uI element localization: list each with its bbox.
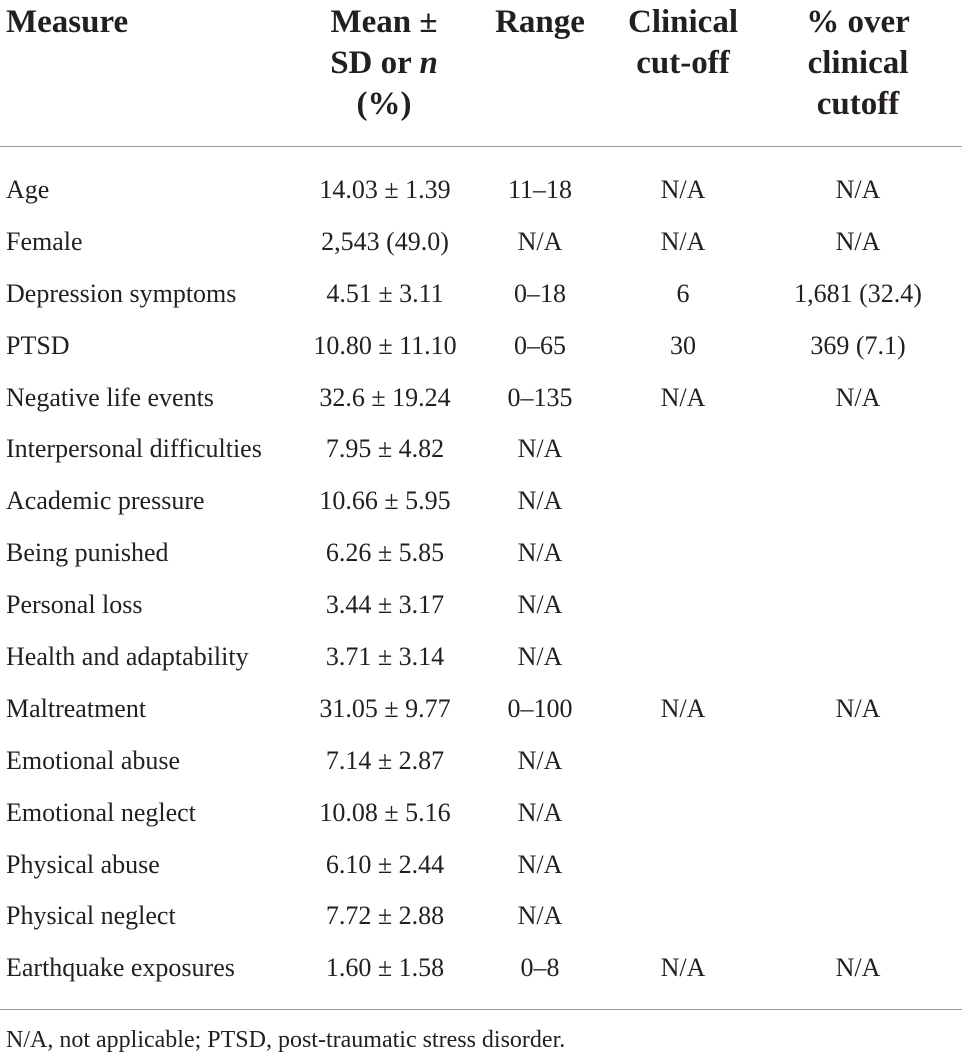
cell-mean-sd: 14.03 ± 1.39: [319, 175, 451, 204]
cell-range: N/A: [517, 901, 563, 931]
cell-mean-sd: 4.51 ± 3.11: [326, 278, 444, 308]
cell-measure: Emotional neglect: [6, 797, 196, 827]
cell-measure: PTSD: [6, 330, 70, 360]
table-row: Emotional abuse 7.14 ± 2.87 N/A: [0, 735, 968, 787]
header-mean-line2-prefix: SD or: [330, 45, 420, 81]
cell-range: N/A: [517, 434, 563, 464]
cell-mean-sd: 1.60 ± 1.58: [325, 953, 445, 983]
cell-percent-over-cutoff: N/A: [835, 226, 881, 256]
table-row: Depression symptoms 4.51 ± 3.11 0–18 6 1,681…: [0, 268, 968, 320]
header-mean-sd: Mean ± SD or n (%): [304, 2, 464, 125]
cell-mean-sd: 10.66 ± 5.95: [319, 486, 451, 516]
cell-mean-sd: 2,543 (49.0): [321, 226, 449, 256]
cell-percent-over-cutoff: N/A: [835, 175, 881, 204]
cell-mean-sd: 6.10 ± 2.44: [325, 849, 445, 879]
cell-measure: Health and adaptability: [6, 642, 249, 672]
cell-measure: Maltreatment: [6, 693, 147, 723]
cell-mean-sd: 7.14 ± 2.87: [325, 745, 445, 775]
table-footnote: N/A, not applicable; PTSD, post-traumati…: [6, 1027, 566, 1053]
cell-mean-sd: 7.72 ± 2.88: [325, 901, 445, 931]
cell-mean-sd: 3.44 ± 3.17: [325, 590, 445, 620]
cell-mean-sd: 7.95 ± 4.82: [325, 434, 445, 464]
table-row: Health and adaptability 3.71 ± 3.14 N/A: [0, 631, 968, 683]
cell-measure: Physical abuse: [6, 849, 160, 879]
table-row: Earthquake exposures 1.60 ± 1.58 0–8 N/A N/A: [0, 942, 968, 994]
header-percent-over-cutoff: % over clinical cutoff: [806, 4, 910, 122]
cell-percent-over-cutoff: 369 (7.1): [810, 330, 906, 360]
cell-mean-sd: 3.71 ± 3.14: [325, 642, 445, 672]
cell-range: 0–135: [507, 382, 573, 412]
table-row: Interpersonal difficulties 7.95 ± 4.82 N/A: [0, 423, 968, 475]
cell-clinical-cutoff: 30: [670, 330, 696, 360]
table-row: Emotional neglect 10.08 ± 5.16 N/A: [0, 787, 968, 839]
cell-percent-over-cutoff: N/A: [835, 693, 881, 723]
table-row: PTSD 10.80 ± 11.10 0–65 30 369 (7.1): [0, 320, 968, 372]
cell-range: N/A: [517, 745, 563, 775]
cell-measure: Personal loss: [6, 590, 143, 620]
cell-percent-over-cutoff: N/A: [835, 382, 881, 412]
cell-mean-sd: 32.6 ± 19.24: [319, 382, 451, 412]
cell-range: 0–18: [514, 278, 566, 308]
table-row: Personal loss 3.44 ± 3.17 N/A: [0, 579, 968, 631]
table-header-divider: [0, 146, 962, 147]
cell-range: 0–8: [520, 953, 560, 983]
cell-measure: Emotional abuse: [6, 745, 181, 775]
table-row: Age 14.03 ± 1.39 11–18 N/A N/A: [0, 164, 968, 216]
table-row: Female 2,543 (49.0) N/A N/A N/A: [0, 216, 968, 268]
cell-range: 11–18: [507, 175, 573, 204]
cell-measure: Negative life events: [6, 382, 214, 412]
cell-clinical-cutoff: 6: [676, 278, 690, 308]
cell-measure: Female: [6, 226, 83, 256]
cell-range: N/A: [517, 849, 563, 879]
header-clinical-cutoff: Clinical cut-off: [627, 4, 738, 81]
cell-range: N/A: [517, 590, 563, 620]
header-mean-line2-italic: n: [419, 45, 438, 81]
table-row: Negative life events 32.6 ± 19.24 0–135 N/A…: [0, 372, 968, 424]
table-row: Academic pressure 10.66 ± 5.95 N/A: [0, 475, 968, 527]
table-row: Being punished 6.26 ± 5.85 N/A: [0, 527, 968, 579]
cell-clinical-cutoff: N/A: [660, 382, 706, 412]
cell-measure: Academic pressure: [6, 486, 205, 516]
cell-clinical-cutoff: N/A: [660, 693, 706, 723]
header-measure: Measure: [6, 4, 129, 40]
cell-clinical-cutoff: N/A: [660, 175, 706, 204]
cell-measure: Earthquake exposures: [6, 953, 235, 983]
cell-measure: Age: [6, 175, 50, 204]
cell-mean-sd: 10.08 ± 5.16: [319, 797, 451, 827]
cell-mean-sd: 31.05 ± 9.77: [319, 693, 451, 723]
cell-range: N/A: [517, 226, 563, 256]
cell-percent-over-cutoff: N/A: [835, 953, 881, 983]
cell-measure: Being punished: [6, 538, 169, 568]
cell-clinical-cutoff: N/A: [660, 226, 706, 256]
table-body: Age 14.03 ± 1.39 11–18 N/A N/A Female 2,543 (4…: [0, 164, 968, 994]
table-row: Physical neglect 7.72 ± 2.88 N/A: [0, 890, 968, 942]
header-mean-line3: (%): [356, 86, 412, 122]
cell-mean-sd: 6.26 ± 5.85: [325, 538, 445, 568]
cell-mean-sd: 10.80 ± 11.10: [313, 330, 457, 360]
table-bottom-divider: [0, 1009, 962, 1010]
cell-range: 0–100: [507, 693, 573, 723]
cell-clinical-cutoff: N/A: [660, 953, 706, 983]
cell-measure: Physical neglect: [6, 901, 176, 931]
table-header-row: Measure Mean ± SD or n (%) Range Clinical …: [0, 0, 968, 146]
cell-range: 0–65: [514, 330, 566, 360]
cell-measure: Interpersonal difficulties: [6, 434, 262, 464]
header-mean-line1: Mean ±: [330, 4, 438, 40]
cell-range: N/A: [517, 486, 563, 516]
cell-range: N/A: [517, 642, 563, 672]
table-row: Physical abuse 6.10 ± 2.44 N/A: [0, 839, 968, 891]
cell-percent-over-cutoff: 1,681 (32.4): [794, 278, 922, 308]
header-range: Range: [495, 4, 585, 40]
cell-range: N/A: [517, 797, 563, 827]
table-row: Maltreatment 31.05 ± 9.77 0–100 N/A N/A: [0, 683, 968, 735]
cell-range: N/A: [517, 538, 563, 568]
cell-measure: Depression symptoms: [6, 278, 237, 308]
